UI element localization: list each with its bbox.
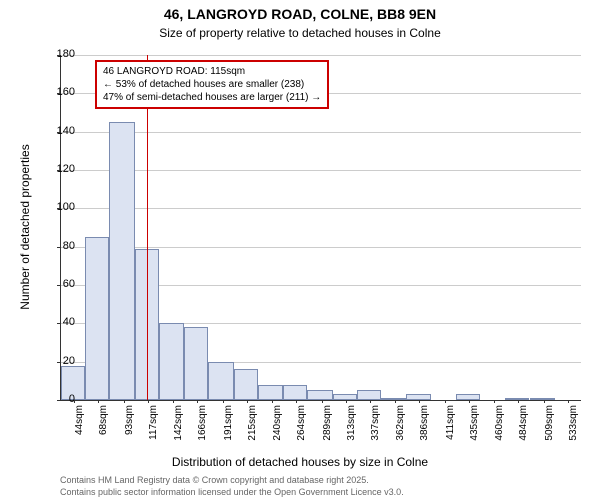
x-tick-label: 264sqm <box>296 405 307 445</box>
y-tick-mark <box>57 362 60 363</box>
x-tick-mark <box>518 400 519 403</box>
x-tick-mark <box>173 400 174 403</box>
x-tick-label: 68sqm <box>98 405 109 445</box>
x-tick-label: 166sqm <box>197 405 208 445</box>
chart-subtitle: Size of property relative to detached ho… <box>0 26 600 40</box>
histogram-bar <box>406 394 430 400</box>
y-tick-label: 80 <box>45 240 75 252</box>
y-axis-title: Number of detached properties <box>18 127 32 327</box>
y-tick-mark <box>57 323 60 324</box>
x-tick-label: 460sqm <box>494 405 505 445</box>
x-tick-mark <box>148 400 149 403</box>
x-tick-label: 93sqm <box>124 405 135 445</box>
x-tick-label: 313sqm <box>346 405 357 445</box>
y-tick-mark <box>57 247 60 248</box>
x-tick-mark <box>74 400 75 403</box>
annotation-box: 46 LANGROYD ROAD: 115sqm← 53% of detache… <box>95 60 329 109</box>
x-tick-label: 411sqm <box>445 405 456 445</box>
y-tick-mark <box>57 400 60 401</box>
x-tick-mark <box>395 400 396 403</box>
y-tick-label: 120 <box>45 163 75 175</box>
histogram-bar <box>85 237 109 400</box>
x-tick-label: 533sqm <box>568 405 579 445</box>
footer-copyright-1: Contains HM Land Registry data © Crown c… <box>60 475 369 485</box>
x-tick-label: 362sqm <box>395 405 406 445</box>
gridline <box>61 208 581 209</box>
histogram-bar <box>357 390 381 400</box>
y-tick-label: 140 <box>45 125 75 137</box>
annotation-line: 47% of semi-detached houses are larger (… <box>103 91 321 104</box>
gridline <box>61 55 581 56</box>
x-tick-label: 117sqm <box>148 405 159 445</box>
x-tick-mark <box>296 400 297 403</box>
x-tick-label: 484sqm <box>518 405 529 445</box>
x-tick-mark <box>197 400 198 403</box>
y-tick-label: 100 <box>45 201 75 213</box>
x-tick-mark <box>494 400 495 403</box>
y-tick-label: 160 <box>45 86 75 98</box>
y-tick-label: 20 <box>45 355 75 367</box>
x-tick-mark <box>544 400 545 403</box>
x-tick-label: 44sqm <box>74 405 85 445</box>
histogram-bar <box>505 398 529 400</box>
annotation-line: ← 53% of detached houses are smaller (23… <box>103 78 321 91</box>
x-tick-label: 142sqm <box>173 405 184 445</box>
x-tick-label: 240sqm <box>272 405 283 445</box>
chart-title: 46, LANGROYD ROAD, COLNE, BB8 9EN <box>0 6 600 22</box>
x-tick-mark <box>272 400 273 403</box>
histogram-bar <box>184 327 208 400</box>
chart-container: 46, LANGROYD ROAD, COLNE, BB8 9EN Size o… <box>0 0 600 500</box>
y-tick-mark <box>57 170 60 171</box>
x-tick-mark <box>346 400 347 403</box>
x-tick-label: 191sqm <box>223 405 234 445</box>
gridline <box>61 132 581 133</box>
x-tick-label: 386sqm <box>419 405 430 445</box>
x-tick-mark <box>469 400 470 403</box>
histogram-bar <box>109 122 134 400</box>
histogram-bar <box>258 385 283 400</box>
x-tick-mark <box>247 400 248 403</box>
y-tick-label: 60 <box>45 278 75 290</box>
histogram-bar <box>456 394 480 400</box>
y-tick-mark <box>57 285 60 286</box>
y-tick-label: 180 <box>45 48 75 60</box>
y-tick-mark <box>57 55 60 56</box>
gridline <box>61 170 581 171</box>
y-tick-label: 0 <box>45 393 75 405</box>
x-axis-title: Distribution of detached houses by size … <box>0 455 600 469</box>
x-tick-label: 289sqm <box>322 405 333 445</box>
x-tick-mark <box>568 400 569 403</box>
y-tick-mark <box>57 132 60 133</box>
gridline <box>61 247 581 248</box>
histogram-bar <box>234 369 258 400</box>
footer-copyright-2: Contains public sector information licen… <box>60 487 404 497</box>
x-tick-label: 215sqm <box>247 405 258 445</box>
annotation-line: 46 LANGROYD ROAD: 115sqm <box>103 65 321 78</box>
histogram-bar <box>530 398 555 400</box>
histogram-bar <box>159 323 184 400</box>
x-tick-mark <box>98 400 99 403</box>
histogram-bar <box>333 394 357 400</box>
y-tick-label: 40 <box>45 316 75 328</box>
x-tick-mark <box>419 400 420 403</box>
x-tick-mark <box>223 400 224 403</box>
histogram-bar <box>307 390 332 400</box>
x-tick-mark <box>322 400 323 403</box>
x-tick-mark <box>445 400 446 403</box>
y-tick-mark <box>57 208 60 209</box>
x-tick-label: 509sqm <box>544 405 555 445</box>
histogram-bar <box>381 398 406 400</box>
y-tick-mark <box>57 93 60 94</box>
histogram-bar <box>208 362 233 400</box>
x-tick-label: 337sqm <box>370 405 381 445</box>
x-tick-mark <box>124 400 125 403</box>
histogram-bar <box>283 385 307 400</box>
x-tick-label: 435sqm <box>469 405 480 445</box>
x-tick-mark <box>370 400 371 403</box>
